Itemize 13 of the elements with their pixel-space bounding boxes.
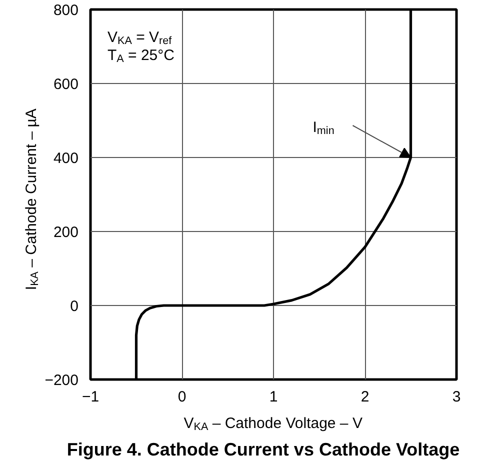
x-tick-label: 1 [269,388,278,406]
y-tick-label: −200 [44,372,79,389]
y-tick-label: 600 [53,76,79,93]
y-axis-title: IKA – Cathode Current – µA [23,108,41,290]
text: Figure 4. Cathode Current vs Cathode Voltage [66,440,460,460]
y-tick-label: 200 [53,224,79,241]
y-tick-label: 400 [53,150,79,167]
x-tick-label: 0 [178,388,186,406]
x-tick-label: −1 [82,388,100,406]
y-tick-label: 800 [53,2,79,19]
x-tick-label: 2 [360,388,370,406]
y-tick-label: 0 [70,298,78,315]
x-tick-label: 3 [452,388,461,406]
